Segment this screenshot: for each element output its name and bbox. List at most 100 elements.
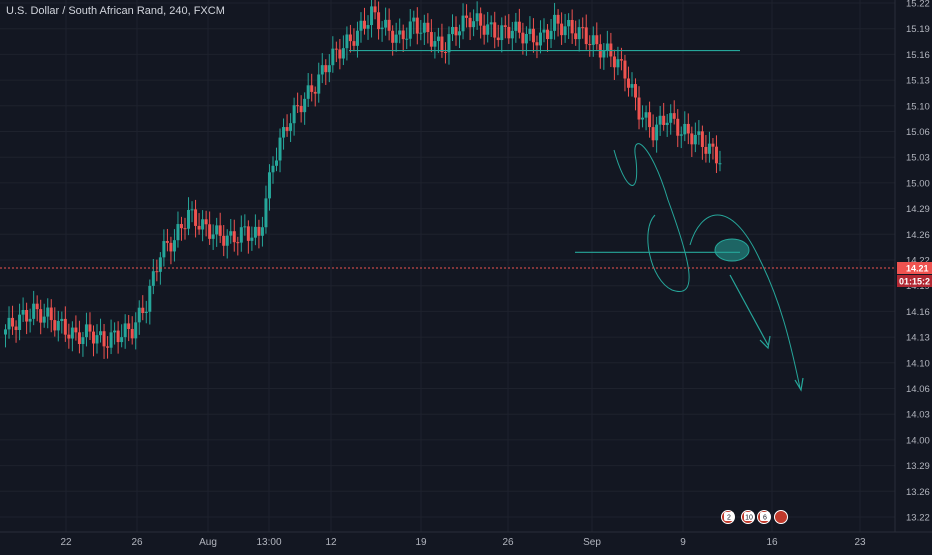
candle-body xyxy=(560,23,564,36)
candle-body xyxy=(102,331,106,347)
candle-body xyxy=(401,30,405,40)
candle-body xyxy=(348,34,352,42)
candle-body xyxy=(53,320,57,331)
candle-body xyxy=(296,105,300,107)
candle-body xyxy=(183,228,187,230)
time-tick-label: Sep xyxy=(583,537,601,548)
candle-body xyxy=(553,14,557,31)
candle-body xyxy=(538,32,542,46)
candle-body xyxy=(285,127,289,131)
price-tick-label: 15.22 xyxy=(906,0,930,10)
candle-body xyxy=(317,74,321,94)
candle-body xyxy=(141,307,145,314)
candle-body xyxy=(612,56,616,68)
candle-body xyxy=(144,311,148,314)
price-tick-label: 13.26 xyxy=(906,487,930,498)
candle-body xyxy=(634,84,638,98)
price-tick-label: 15.19 xyxy=(906,24,930,35)
event-badge-count-box xyxy=(744,512,754,521)
candle-body xyxy=(225,235,229,246)
price-tick-label: 14.10 xyxy=(906,358,930,369)
candle-body xyxy=(179,224,183,229)
candle-body xyxy=(194,209,198,226)
candle-body xyxy=(4,329,7,335)
candle-body xyxy=(32,303,36,319)
candle-body xyxy=(380,27,384,30)
candle-body xyxy=(208,224,212,239)
event-badge xyxy=(774,510,788,524)
candle-body xyxy=(39,309,43,323)
candle-body xyxy=(204,219,208,225)
candle-body xyxy=(313,91,317,94)
candle-body xyxy=(60,318,64,322)
candle-body xyxy=(549,30,553,40)
candle-body xyxy=(377,12,381,30)
candle-body xyxy=(641,117,645,120)
time-tick-label: 23 xyxy=(854,537,866,548)
candle-body xyxy=(46,307,50,317)
candle-body xyxy=(514,21,518,31)
candle-body xyxy=(655,124,659,141)
event-badge-count: 2 xyxy=(727,515,731,522)
candle-body xyxy=(91,331,95,344)
candle-body xyxy=(151,271,155,286)
candle-body xyxy=(169,242,173,252)
time-tick-label: 19 xyxy=(415,537,427,548)
time-tick-label: 26 xyxy=(502,537,514,548)
candle-body xyxy=(563,26,567,36)
candle-body xyxy=(697,131,701,135)
candle-body xyxy=(158,257,162,272)
candle-body xyxy=(56,321,60,331)
candle-body xyxy=(658,115,662,125)
candle-body xyxy=(605,43,609,51)
candle-body xyxy=(391,30,395,43)
candle-body xyxy=(458,31,462,36)
candle-body xyxy=(25,310,29,322)
candle-body xyxy=(479,13,483,26)
annotation-layer[interactable] xyxy=(0,49,895,392)
event-badge-count: 10 xyxy=(745,515,753,522)
candle-body xyxy=(500,25,504,41)
candle-body xyxy=(130,328,134,339)
candle-body xyxy=(257,226,261,236)
candle-body xyxy=(77,332,81,344)
price-tick-label: 14.13 xyxy=(906,333,930,344)
price-tick-label: 14.29 xyxy=(906,204,930,215)
candle-body xyxy=(190,209,194,211)
candle-body xyxy=(187,209,191,229)
price-tick-label: 15.00 xyxy=(906,178,930,189)
candle-body xyxy=(429,32,433,47)
candle-body xyxy=(162,241,166,258)
candle-body xyxy=(718,163,722,165)
time-axis[interactable]: 22 26 Aug 13:00 12 19 26 Sep 9 16 23 xyxy=(0,531,932,548)
candle-body xyxy=(711,143,715,147)
candle-body xyxy=(172,240,176,252)
candle-body xyxy=(521,32,525,44)
candle-body xyxy=(531,28,535,43)
candle-body xyxy=(461,15,465,32)
candle-body xyxy=(282,127,286,138)
indicator-badges[interactable]: 2 10 6 xyxy=(721,510,788,524)
candle-body xyxy=(387,19,391,31)
candle-body xyxy=(535,42,539,46)
candle-body xyxy=(229,231,233,236)
candle-body xyxy=(707,143,711,154)
candle-body xyxy=(137,307,141,323)
candle-body xyxy=(246,226,250,241)
candle-body xyxy=(327,65,331,73)
candle-body xyxy=(503,25,507,27)
time-tick-label: 16 xyxy=(766,537,778,548)
price-tick-label: 13.22 xyxy=(906,513,930,524)
candle-body xyxy=(489,22,493,25)
candle-body xyxy=(334,48,338,50)
candle-body xyxy=(426,22,430,33)
candle-body xyxy=(623,60,627,79)
candle-body xyxy=(299,105,303,113)
price-axis[interactable]: 15.22 15.19 15.16 15.13 15.10 15.06 15.03 15.00… xyxy=(894,0,932,532)
candle-body xyxy=(405,38,409,40)
candle-body xyxy=(359,20,363,31)
candle-body xyxy=(602,50,606,58)
candle-body xyxy=(422,22,426,33)
candle-body xyxy=(546,29,550,40)
